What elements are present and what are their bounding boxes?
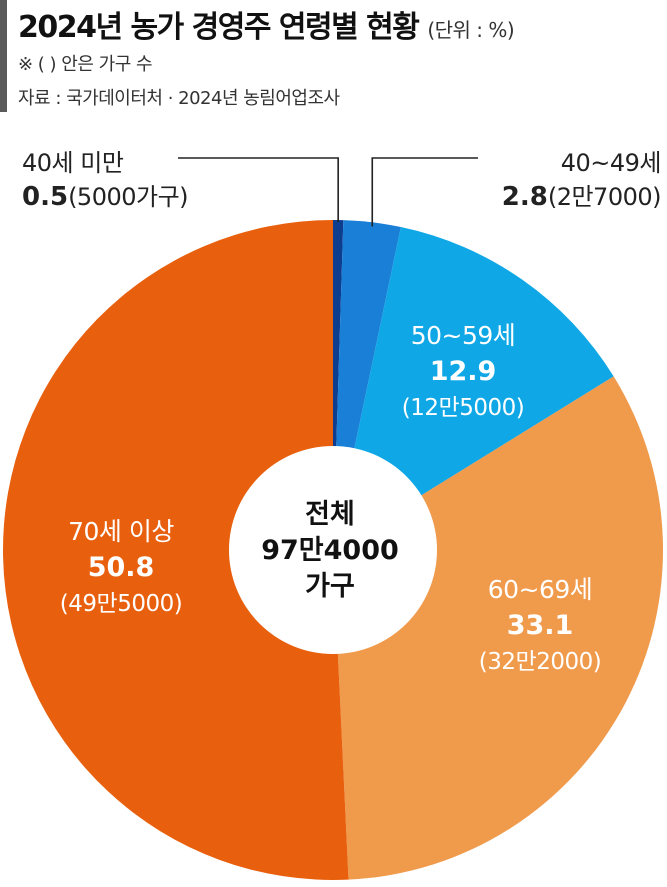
label-70plus-value: 50.8 [87, 552, 155, 583]
label-under40-name: 40세 미만 [22, 149, 124, 177]
unit-label: (단위 : %) [427, 18, 515, 42]
center-hole [229, 446, 437, 654]
label-40s-name: 40~49세 [560, 149, 662, 177]
label-40s: 40~49세 2.8(2만7000) [501, 146, 662, 217]
header-accent-bar [0, 0, 7, 112]
center-line1: 전체 [305, 499, 355, 530]
leader-line-40s [371, 157, 478, 227]
note-text: ※ ( ) 안은 가구 수 [18, 54, 153, 75]
label-60s: 60~69세 33.1 (32만2000) [440, 572, 640, 680]
label-40s-value: 2.8 [501, 182, 548, 212]
label-under40: 40세 미만 0.5(5000가구) [22, 146, 189, 217]
label-70plus-name: 70세 이상 [68, 517, 174, 546]
center-line2: 97만4000 [261, 535, 399, 566]
chart-title: 2024년 농가 경영주 연령별 현황 (단위 : %) [18, 2, 515, 46]
slice-70plus [3, 220, 349, 880]
leader-line-under40 [178, 157, 339, 223]
label-60s-name: 60~69세 [487, 575, 593, 604]
pie-slices [3, 220, 663, 880]
label-40s-households: (2만7000) [547, 183, 662, 211]
chart-title-text: 2024년 농가 경영주 연령별 현황 [18, 10, 420, 45]
label-under40-value: 0.5 [22, 182, 69, 212]
label-70plus-households: (49만5000) [59, 591, 183, 617]
label-50s-households: (12만5000) [401, 395, 525, 421]
leader-lines [178, 157, 478, 227]
center-total-label: 전체 97만4000 가구 [230, 497, 430, 605]
label-under40-households: (5000가구) [68, 183, 189, 211]
label-70plus: 70세 이상 50.8 (49만5000) [26, 514, 216, 622]
label-60s-value: 33.1 [506, 610, 574, 641]
label-50s-value: 12.9 [429, 356, 497, 387]
label-60s-households: (32만2000) [478, 649, 602, 675]
label-50s: 50~59세 12.9 (12만5000) [368, 318, 558, 426]
center-line3: 가구 [305, 571, 355, 602]
label-50s-name: 50~59세 [410, 321, 516, 350]
slice-50s [333, 227, 614, 550]
source-text: 자료 : 국가데이터처 · 2024년 농림어업조사 [18, 88, 340, 109]
